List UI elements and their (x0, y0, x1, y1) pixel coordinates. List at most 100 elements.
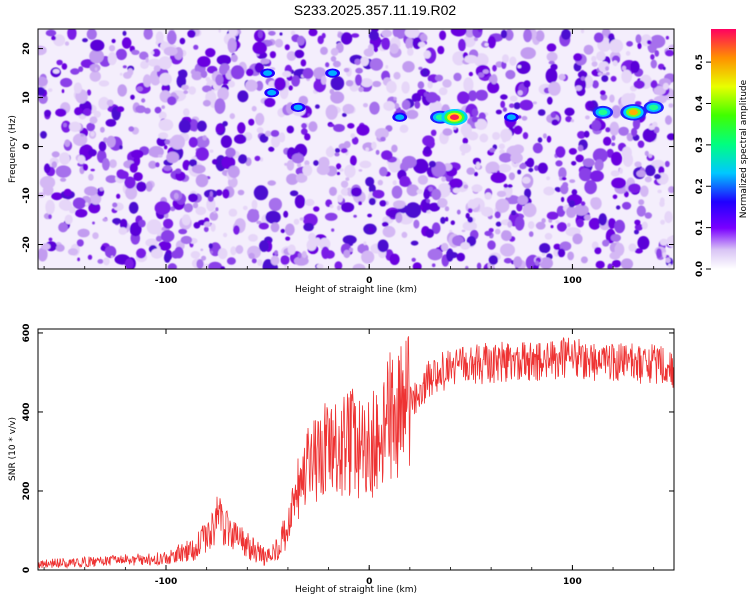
spectrogram-cell (286, 51, 297, 61)
spectrogram-cell (315, 104, 320, 109)
spectrogram-cell (423, 146, 432, 155)
spectrogram-cell (528, 231, 534, 237)
spectrogram-cell (136, 86, 143, 92)
spectrogram-cell (146, 219, 162, 235)
spectrogram-cell (58, 222, 68, 233)
spectrogram-cell (136, 181, 147, 192)
spectrogram-cell (500, 94, 508, 100)
spectrogram-cell (167, 96, 177, 106)
spectrogram-cell (423, 189, 431, 200)
spectrogram-cell (345, 80, 354, 87)
spectrogram-cell (258, 222, 269, 230)
y-tick-label: 200 (22, 482, 32, 501)
spectrogram-cell (600, 94, 608, 101)
spectrogram-cell (167, 263, 177, 269)
spectrogram-cell (202, 99, 211, 107)
spectrogram-cell (259, 157, 264, 162)
spectrogram-cell (157, 154, 163, 158)
spectrogram-cell (591, 55, 597, 62)
spectrogram-cell (465, 265, 469, 269)
spectrogram-cell (371, 141, 377, 150)
spectrogram-cell (385, 65, 389, 69)
spectrogram-cell (477, 29, 483, 33)
spectrogram-cell (93, 110, 102, 118)
spectrogram-cell (63, 122, 67, 128)
spectrogram-y-label: Frequency (Hz) (8, 115, 18, 183)
spectrogram-cell (128, 201, 139, 214)
snr-y-label: SNR (10 * v/v) (8, 417, 18, 481)
spectrogram-cell (471, 108, 479, 117)
spectrogram-cell (343, 67, 350, 73)
spectrogram-cell (288, 154, 292, 159)
spectrogram-cell (67, 29, 77, 40)
spectrogram-cell (603, 136, 612, 146)
x-tick-label: -100 (155, 276, 178, 286)
spectrogram-blobs (38, 29, 674, 269)
spectrogram-cell (89, 49, 104, 64)
spectrogram-cell (391, 144, 398, 153)
spectrogram-cell (280, 255, 290, 265)
spectrogram-cell (131, 49, 140, 56)
spectrogram-cell (237, 122, 246, 134)
spectrogram-cell (189, 159, 198, 167)
spectrogram-cell (427, 81, 433, 89)
spectrogram-cell (636, 170, 646, 178)
spectrogram-cell (235, 245, 244, 254)
spectrogram-cell (342, 103, 355, 115)
spectrogram-cell (116, 170, 129, 180)
spectrogram-cell (658, 166, 665, 175)
spectrogram-cell (611, 259, 622, 268)
spectrogram-cell (548, 60, 555, 65)
spectrogram-cell (569, 179, 576, 184)
colorbar-tick-label: 0.2 (695, 178, 705, 194)
spectrogram-cell (84, 186, 98, 196)
spectrogram-cell (340, 148, 348, 154)
spectrogram-cell (52, 68, 60, 74)
spectrogram-cell (537, 109, 546, 116)
spectrogram-cell (523, 29, 532, 43)
spectrogram-cell (105, 175, 118, 184)
spectrogram-cell (183, 90, 189, 95)
spectrogram-cell (116, 106, 125, 113)
spectrogram-y-ticks: -20 -10 0 10 20 (22, 42, 674, 253)
spectrogram-cell (220, 135, 232, 149)
spectrogram-cell (125, 186, 138, 200)
spectrogram-cell (195, 147, 209, 161)
spectrogram-cell (158, 132, 169, 140)
spectrogram-cell (467, 216, 474, 223)
spectrogram-cell (200, 248, 204, 252)
spectrogram-cell (546, 211, 559, 220)
spectrogram-cell (155, 162, 160, 168)
spectrogram-cell (251, 199, 258, 210)
spectrogram-cell (499, 152, 513, 163)
spectrogram-cell (336, 171, 341, 176)
spectrogram-cell (601, 75, 609, 82)
spectrogram-cell (372, 189, 385, 199)
spectrogram-cell (360, 56, 369, 67)
spectrogram-x-label: Height of straight line (km) (295, 285, 417, 295)
spectrogram-cell (621, 146, 633, 159)
spectrogram-cell (115, 48, 127, 61)
spectrogram-cell (242, 205, 248, 211)
spectrogram-cell (602, 239, 610, 247)
spectrogram-cell (163, 218, 174, 229)
spectrogram-cell (592, 80, 599, 89)
spectrogram-cell (102, 217, 108, 222)
spectrogram-cell (468, 90, 477, 102)
spectrogram-cell (55, 244, 65, 252)
spectrogram-cell (556, 222, 567, 232)
spectrogram-cell (251, 105, 257, 112)
spectrogram-cell (487, 35, 496, 49)
spectrogram-cell (133, 172, 143, 182)
spectrogram-cell (351, 33, 360, 38)
spectrogram-cell (500, 128, 513, 142)
spectrogram-cell (450, 220, 455, 225)
spectrogram-cell (513, 256, 523, 268)
spectrogram-cell (298, 95, 309, 106)
spectrogram-cell (188, 86, 197, 95)
spectrogram-cell (257, 30, 263, 39)
spectrogram-peak (263, 70, 273, 76)
spectrogram-cell (438, 87, 448, 96)
x-tick-label: 0 (366, 276, 372, 286)
spectrogram-cell (308, 121, 318, 132)
